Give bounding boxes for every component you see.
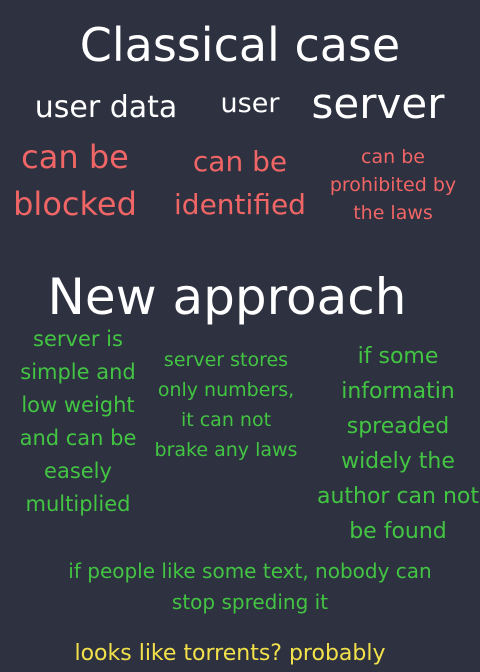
user-data-label: user data <box>34 90 178 125</box>
server-label: server <box>311 79 445 128</box>
server-numbers-point: server stores only numbers, it can not b… <box>154 349 298 461</box>
user-problem: can be identified <box>174 145 306 221</box>
new-approach-title: New approach <box>47 268 407 326</box>
server-simple-point: server is simple and low weight and can … <box>19 327 137 516</box>
author-hidden-point: if some informatin spreaded widely the a… <box>316 344 480 544</box>
conclusion-text: looks like torrents? probably <box>74 641 386 666</box>
server-problem: can be prohibited by the laws <box>329 146 457 224</box>
user-label: user <box>220 88 280 119</box>
classical-case-title: Classical case <box>79 18 401 72</box>
user-data-problem: can be blocked <box>13 138 137 223</box>
people-point: if people like some text, nobody can sto… <box>68 559 432 614</box>
